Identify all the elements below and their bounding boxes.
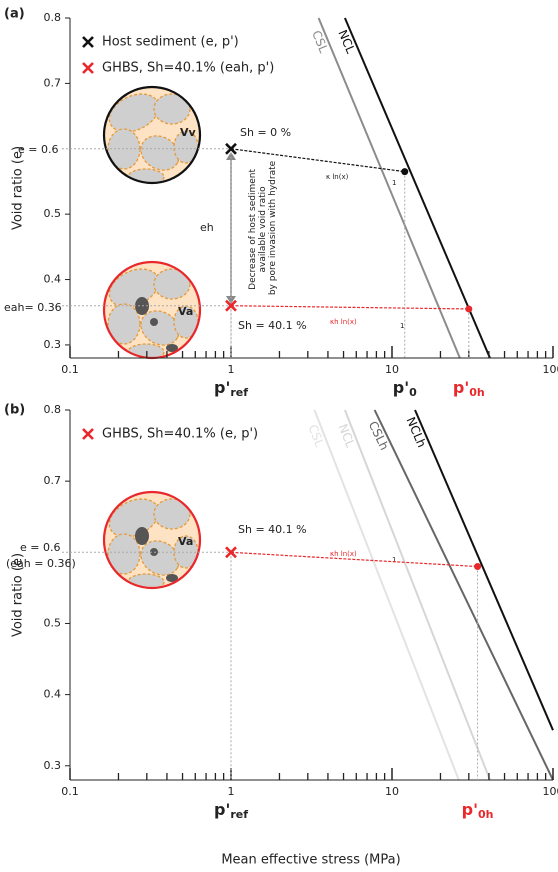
legend-marker <box>83 63 93 73</box>
legend-marker <box>83 429 93 439</box>
x-tick-label: 100 <box>543 363 558 376</box>
stress-label: p'ref <box>214 800 248 822</box>
x-tick-label: 0.1 <box>61 785 79 798</box>
void-label: Va <box>178 305 193 318</box>
y-tick-label: 0.3 <box>44 759 62 772</box>
x-tick-label: 10 <box>385 785 399 798</box>
stress-subscript: 0h <box>478 808 494 821</box>
ghbs-sketch: Va <box>103 262 200 360</box>
x-tick-label: 1 <box>228 785 235 798</box>
note-line: by pore invasion with hydrate <box>268 160 278 295</box>
y-tick-label: 0.3 <box>44 338 62 351</box>
e-label: e = 0.6 <box>20 541 60 554</box>
line <box>375 410 553 780</box>
stress-subscript: ref <box>230 386 248 399</box>
note-line: available void ratio <box>258 186 268 273</box>
connector <box>231 306 469 309</box>
line <box>345 410 490 780</box>
slope-one: 1 <box>392 556 396 564</box>
line-label: CSL <box>305 423 326 450</box>
y-tick-label: 0.5 <box>44 207 62 220</box>
legend-label: GHBS, Sh=40.1% (e, p') <box>102 427 258 442</box>
slope-one: 1 <box>392 179 396 187</box>
host-sediment-sketch: Vv <box>103 87 200 185</box>
y-tick-label: 0.7 <box>44 474 62 487</box>
stress-symbol: p' <box>214 378 230 397</box>
y-axis-label: Void ratio (e) <box>11 146 26 230</box>
stress-label: p'0 <box>393 378 417 400</box>
point <box>401 168 408 175</box>
ghbs-sketch: Va <box>103 492 200 590</box>
kappa-label: κ ln(x) <box>326 173 349 181</box>
line-label: NCL <box>336 422 358 450</box>
y-tick-label: 0.8 <box>44 403 62 416</box>
decrease-note: Decrease of host sediment available void… <box>248 160 278 295</box>
line-label: NCL <box>335 28 357 56</box>
x-tick-label: 10 <box>385 363 399 376</box>
legend-marker <box>83 37 93 47</box>
sh-label: Sh = 40.1 % <box>238 523 307 536</box>
kappa-h-label: κh ln(x) <box>330 550 357 558</box>
figure: Vv Va (a) e = 0.6 eah= 0.36 Sh = 0 % Sh … <box>0 0 558 872</box>
stress-label: p'0h <box>462 800 494 822</box>
eah-label: eah= 0.36 <box>4 301 62 314</box>
y-tick-label: 0.4 <box>44 273 62 286</box>
y-axis-label: Void ratio (e) <box>11 553 26 637</box>
void-label: Vv <box>180 126 197 139</box>
y-tick-label: 0.8 <box>44 11 62 24</box>
sh-label: Sh = 40.1 % <box>238 319 307 332</box>
panel-label: (a) <box>4 7 25 22</box>
point <box>465 305 472 312</box>
x-axis-label: Mean effective stress (MPa) <box>221 853 400 868</box>
stress-symbol: p' <box>462 800 478 819</box>
y-tick-label: 0.5 <box>44 616 62 629</box>
panel-label: (b) <box>4 403 25 418</box>
stress-symbol: p' <box>214 800 230 819</box>
legend-label: GHBS, Sh=40.1% (eah, p') <box>102 61 274 76</box>
stress-subscript: ref <box>230 808 248 821</box>
stress-label: p'ref <box>214 378 248 400</box>
x-tick-label: 100 <box>543 785 558 798</box>
legend-label: Host sediment (e, p') <box>102 35 239 50</box>
x-tick-label: 1 <box>228 363 235 376</box>
line-label: CSL <box>309 28 331 55</box>
stress-symbol: p' <box>453 378 469 397</box>
eh-label: eh <box>200 221 214 234</box>
kappa-h-label: κh ln(x) <box>330 318 357 326</box>
stress-symbol: p' <box>393 378 409 397</box>
slope-one: 1 <box>400 322 404 330</box>
sh-label: Sh = 0 % <box>240 126 291 139</box>
stress-label: p'0h <box>453 378 485 400</box>
x-tick-label: 0.1 <box>61 363 79 376</box>
line <box>314 410 458 780</box>
void-label: Va <box>178 535 193 548</box>
note-line: Decrease of host sediment <box>248 169 258 290</box>
y-tick-label: 0.7 <box>44 76 62 89</box>
stress-subscript: 0h <box>469 386 485 399</box>
y-tick-label: 0.4 <box>44 688 62 701</box>
line <box>415 410 553 730</box>
stress-subscript: 0 <box>409 386 417 399</box>
point <box>474 563 481 570</box>
